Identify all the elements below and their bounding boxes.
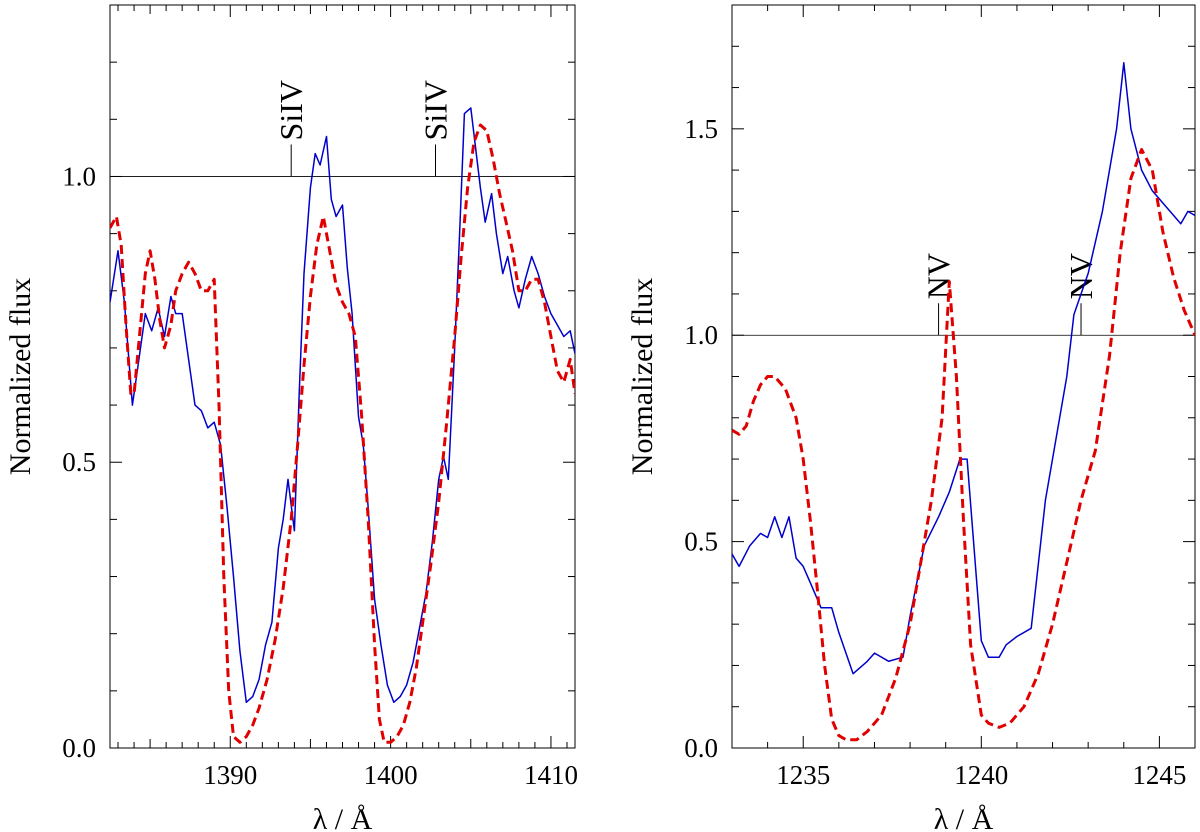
series-model-line [732, 148, 1195, 742]
x-tick-label: 1240 [954, 760, 1008, 790]
x-tick-label: 1235 [776, 760, 830, 790]
line-id-label: NV [1063, 253, 1099, 299]
y-tick-label: 1.0 [684, 320, 718, 350]
right-panel-nv: 0.0 0.5 1.0 1.5 1235 1240 1245 λ / Å Normalized … [626, 4, 1196, 832]
x-tick-label: 1400 [364, 760, 418, 790]
y-tick-label: 0.5 [684, 527, 718, 557]
x-axis-label: λ / Å [934, 803, 994, 832]
series-observed-line [110, 107, 575, 704]
y-tick-label: 1.0 [62, 161, 96, 191]
y-tick-label: 1.5 [684, 114, 718, 144]
line-id-label: SiIV [418, 80, 454, 140]
series-model-line [110, 123, 575, 744]
y-axis-label: Normalized flux [626, 278, 659, 475]
y-tick-label: 0.0 [684, 733, 718, 763]
y-axis-label: Normalized flux [4, 278, 37, 475]
left-panel-sivi: 0.0 0.5 1.0 1390 1400 1410 λ / Å Normalized flu… [4, 4, 578, 832]
x-tick-label: 1245 [1132, 760, 1186, 790]
y-tick-label: 0.5 [62, 447, 96, 477]
y-tick-label: 0.0 [62, 733, 96, 763]
x-tick-label: 1410 [524, 760, 578, 790]
line-id-label: SiIV [273, 80, 309, 140]
x-tick-label: 1390 [203, 760, 257, 790]
x-axis-label: λ / Å [313, 803, 373, 832]
